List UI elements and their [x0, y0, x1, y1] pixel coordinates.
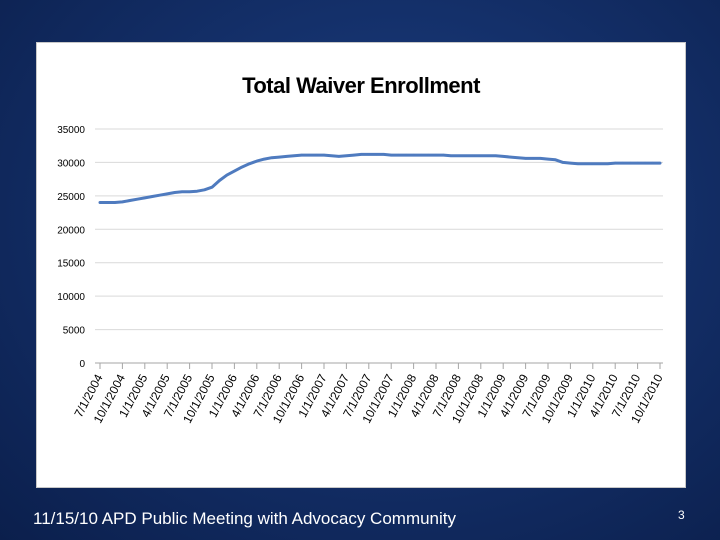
series-line [98, 152, 662, 204]
data-point [195, 189, 199, 193]
data-point [292, 154, 296, 157]
data-point [166, 192, 169, 196]
data-point [531, 157, 535, 160]
data-point [98, 201, 102, 204]
data-point [337, 155, 341, 158]
data-point [591, 162, 594, 165]
data-point [233, 169, 236, 173]
data-point [516, 156, 520, 159]
data-point [494, 154, 497, 157]
data-point [113, 201, 117, 204]
data-point [270, 156, 273, 159]
page-number: 3 [678, 508, 685, 522]
data-point [180, 190, 184, 194]
data-point [404, 153, 408, 157]
data-point [464, 154, 468, 157]
data-point [382, 153, 385, 156]
data-point [457, 154, 460, 157]
y-tick-label: 0 [79, 359, 85, 370]
y-tick-label: 10000 [57, 292, 85, 303]
data-point [315, 153, 318, 157]
data-point [561, 161, 565, 164]
data-point [285, 155, 288, 158]
data-point [599, 162, 602, 165]
data-point [240, 165, 244, 169]
data-point [472, 154, 475, 157]
data-point [151, 195, 154, 198]
data-point [143, 196, 146, 200]
data-point [330, 154, 333, 157]
data-point [554, 158, 557, 161]
data-point [136, 198, 139, 201]
data-point [449, 154, 453, 157]
data-point [628, 161, 632, 165]
data-point [502, 155, 505, 158]
data-point [569, 161, 572, 165]
y-tick-label: 20000 [57, 225, 85, 236]
data-point [255, 159, 258, 163]
data-point [487, 154, 490, 157]
data-point [658, 161, 662, 165]
data-point [106, 201, 109, 204]
data-point [434, 153, 438, 157]
data-point [614, 161, 617, 165]
y-tick-label: 35000 [57, 125, 85, 136]
data-point [546, 157, 550, 161]
data-point [412, 153, 415, 157]
data-point [300, 153, 303, 157]
data-point [643, 161, 647, 165]
data-point [360, 153, 363, 156]
data-point [524, 157, 527, 160]
data-point [352, 153, 356, 157]
data-point [479, 154, 482, 157]
data-point [651, 161, 654, 165]
slide-footer: 11/15/10 APD Public Meeting with Advocac… [33, 509, 457, 528]
data-point [218, 179, 221, 182]
data-point [263, 157, 266, 161]
data-point [621, 161, 624, 165]
data-point [636, 161, 639, 165]
data-point [427, 153, 430, 157]
data-point [442, 153, 445, 157]
data-point [397, 153, 400, 157]
data-point [375, 153, 378, 156]
chart-title: Total Waiver Enrollment [242, 73, 481, 98]
data-point [390, 153, 393, 157]
data-point [248, 162, 251, 165]
data-point [173, 191, 176, 194]
data-point [203, 188, 206, 192]
y-tick-label: 15000 [57, 259, 85, 270]
data-point [419, 153, 423, 157]
data-point [188, 190, 191, 194]
data-point [128, 199, 132, 202]
data-point [345, 154, 348, 157]
data-point [367, 153, 370, 156]
data-point [158, 193, 161, 197]
data-point [576, 162, 580, 165]
y-tick-label: 5000 [63, 326, 86, 337]
data-point [509, 155, 512, 159]
chart-panel: Total Waiver Enrollment 0 5000 10000 15000 20… [36, 42, 686, 488]
enrollment-line-chart: Total Waiver Enrollment 0 5000 10000 15000 20… [57, 73, 666, 426]
y-tick-label: 25000 [57, 192, 85, 203]
y-tick-label: 30000 [57, 158, 85, 169]
data-point [307, 153, 311, 157]
data-point [278, 155, 281, 159]
data-point [606, 162, 609, 165]
data-point [210, 185, 214, 189]
data-point [539, 157, 542, 160]
data-point [225, 173, 229, 177]
data-point [322, 153, 326, 157]
data-point [584, 162, 587, 165]
data-point [121, 200, 124, 204]
